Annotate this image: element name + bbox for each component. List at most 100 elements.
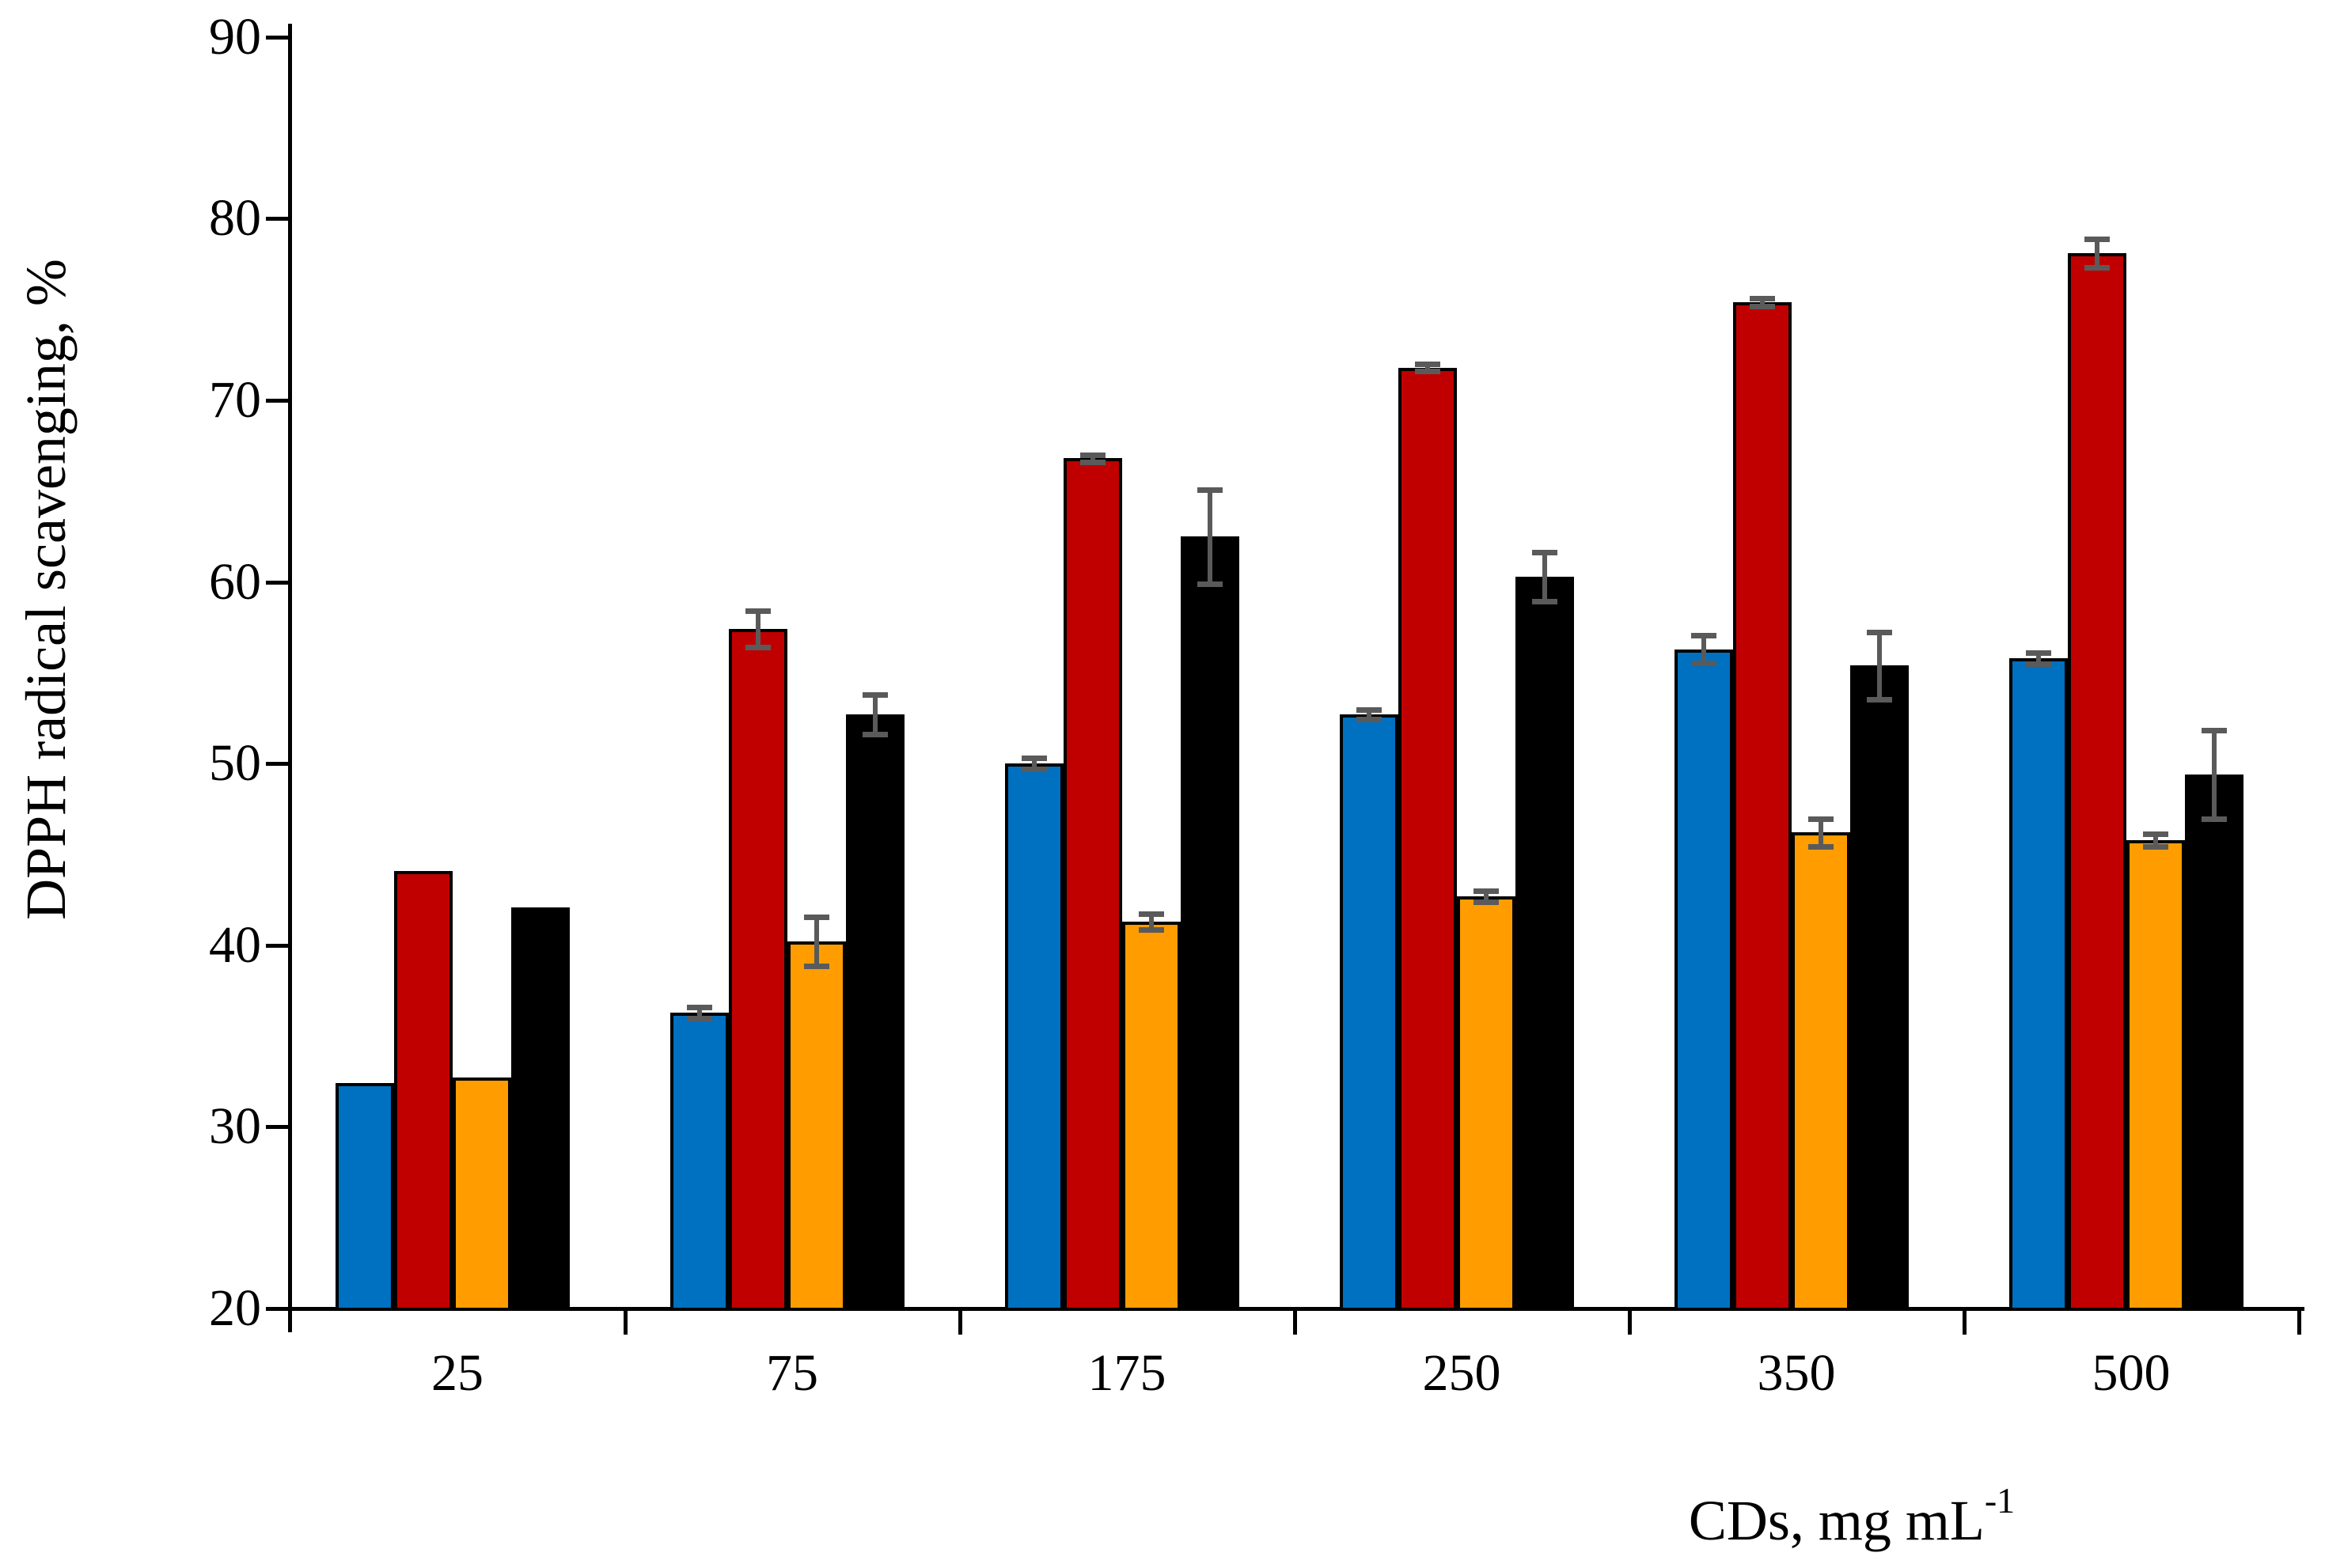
x-axis-tick	[1963, 1309, 1967, 1335]
y-axis-tick	[266, 399, 288, 403]
error-bar-bottom-cap	[1808, 843, 1834, 850]
bar-dark-red-series	[1064, 458, 1122, 1311]
x-tick-label: 75	[766, 1344, 818, 1402]
x-axis-title: CDs, mg mL-1	[1614, 1465, 2089, 1552]
error-bar-line	[697, 1006, 702, 1018]
y-axis-tick	[266, 762, 288, 767]
bar-dark-red-series	[1398, 367, 1457, 1311]
error-bar-line	[2036, 653, 2041, 664]
error-bar-line	[2212, 729, 2217, 820]
error-bar-top-cap	[745, 608, 771, 615]
error-bar-top-cap	[2202, 727, 2227, 733]
bar-orange-series	[453, 1078, 511, 1311]
error-bar-top-cap	[1867, 629, 1892, 635]
y-tick-label: 50	[209, 734, 261, 793]
error-bar-line	[1032, 758, 1037, 770]
error-bar-top-cap	[1808, 816, 1834, 823]
error-bar-line	[1090, 454, 1095, 463]
error-bar-line	[1208, 489, 1212, 584]
x-tick-label: 500	[2092, 1344, 2171, 1402]
y-axis-tick	[266, 217, 288, 222]
error-bar-bottom-cap	[1356, 716, 1382, 722]
y-axis-tick	[266, 35, 288, 40]
error-bar-top-cap	[1415, 362, 1440, 368]
error-bar-bottom-cap	[1139, 927, 1164, 934]
error-bar-line	[814, 917, 819, 967]
bar-blue-series	[1005, 763, 1064, 1311]
y-axis-title: DPPH radical scavenging, %	[14, 259, 78, 920]
error-bar-line	[1701, 635, 1706, 663]
x-axis-tick	[1293, 1309, 1297, 1335]
error-bar-line	[756, 611, 760, 648]
x-axis-tick	[2297, 1309, 2301, 1335]
error-bar-bottom-cap	[745, 645, 771, 651]
error-bar-top-cap	[1474, 888, 1499, 894]
y-tick-label: 40	[209, 915, 261, 974]
bar-orange-series	[787, 941, 846, 1311]
error-bar-bottom-cap	[1080, 460, 1106, 466]
error-bar-bottom-cap	[2202, 816, 2227, 823]
x-tick-label: 250	[1422, 1344, 1501, 1402]
error-bar-bottom-cap	[863, 732, 888, 738]
error-bar-top-cap	[2026, 650, 2051, 657]
error-bar-line	[1425, 364, 1430, 372]
y-axis-tick	[266, 943, 288, 948]
error-bar-top-cap	[2084, 236, 2110, 242]
bar-blue-series	[2009, 658, 2068, 1311]
error-bar-bottom-cap	[687, 1015, 712, 1021]
error-bar-line	[2095, 238, 2099, 268]
error-bar-top-cap	[1691, 633, 1716, 639]
x-axis-tick	[958, 1309, 962, 1335]
bar-dark-red-series	[1733, 302, 1792, 1311]
error-bar-bottom-cap	[1750, 303, 1775, 309]
y-axis-tick	[266, 580, 288, 585]
bar-black-series	[1850, 665, 1909, 1311]
error-bar-top-cap	[687, 1004, 712, 1010]
error-bar-top-cap	[1750, 296, 1775, 302]
bar-orange-series	[1457, 896, 1515, 1311]
bar-blue-series	[1675, 649, 1733, 1311]
bar-blue-series	[1340, 714, 1398, 1311]
error-bar-line	[1819, 819, 1823, 846]
error-bar-bottom-cap	[1532, 598, 1557, 604]
x-axis-tick	[1628, 1309, 1632, 1335]
error-bar-top-cap	[1022, 756, 1047, 762]
error-bar-bottom-cap	[1691, 660, 1716, 666]
bar-black-series	[511, 907, 570, 1311]
y-axis-tick	[266, 1307, 288, 1311]
error-bar-line	[1877, 631, 1882, 699]
error-bar-top-cap	[2143, 831, 2168, 837]
error-bar-bottom-cap	[2026, 661, 2051, 667]
y-axis-line	[288, 24, 292, 1332]
error-bar-bottom-cap	[1867, 696, 1892, 703]
x-axis-title-text: CDs, mg mL	[1688, 1489, 1985, 1552]
error-bar-top-cap	[1139, 911, 1164, 917]
bar-orange-series	[2126, 839, 2185, 1311]
y-tick-label: 20	[209, 1279, 261, 1337]
bar-black-series	[1181, 536, 1239, 1311]
x-axis-title-superscript: -1	[1984, 1480, 2016, 1521]
bar-black-series	[1515, 576, 1574, 1311]
error-bar-line	[1149, 913, 1154, 930]
error-bar-bottom-cap	[2143, 843, 2168, 850]
error-bar-top-cap	[863, 691, 888, 698]
error-bar-bottom-cap	[1415, 369, 1440, 375]
x-axis-tick	[624, 1309, 628, 1335]
x-tick-label: 350	[1757, 1344, 1836, 1402]
error-bar-top-cap	[1356, 707, 1382, 714]
error-bar-bottom-cap	[1197, 581, 1223, 587]
y-tick-label: 80	[209, 189, 261, 248]
error-bar-top-cap	[1197, 487, 1223, 493]
y-tick-label: 70	[209, 371, 261, 429]
error-bar-line	[2153, 833, 2158, 846]
x-tick-label: 25	[431, 1344, 484, 1402]
bar-blue-series	[670, 1012, 729, 1311]
bar-black-series	[2185, 774, 2243, 1311]
y-tick-label: 90	[209, 7, 261, 66]
error-bar-bottom-cap	[2084, 265, 2110, 271]
bar-blue-series	[336, 1083, 394, 1311]
error-bar-line	[1760, 298, 1765, 306]
error-bar-line	[1367, 710, 1371, 719]
bar-black-series	[846, 714, 905, 1311]
